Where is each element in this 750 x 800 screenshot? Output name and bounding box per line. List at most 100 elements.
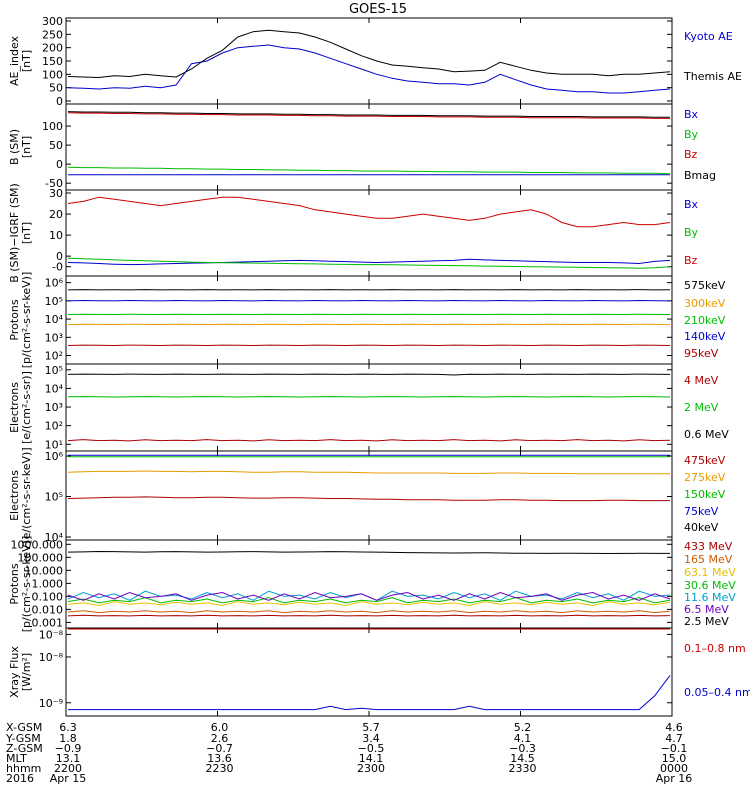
y-axis-label: B (SM): [8, 129, 21, 165]
legend-entry: 140keV: [684, 330, 726, 343]
legend-entry: 575keV: [684, 279, 726, 292]
y-tick-label: 50: [49, 139, 63, 152]
x-axis-row-value: 0000: [660, 762, 688, 775]
panel-3: -00 10 20 30 B (SM)−IGRF (SM) [nT] Bx By Bz: [8, 183, 699, 283]
y-tick-label: 10²: [45, 420, 63, 433]
x-axis-row-label: X-GSM: [6, 721, 42, 734]
y-tick-label: 200: [42, 42, 63, 55]
y-tick-label: 0.010: [32, 603, 64, 616]
y-tick-label: 30: [49, 187, 63, 200]
legend-entry: 150keV: [684, 488, 726, 501]
legend-entry: 6.5 MeV: [684, 603, 729, 616]
y-tick-label: 10⁵: [45, 364, 63, 377]
y-axis-label: [W/m²]: [20, 653, 33, 691]
panel-frame: [65, 363, 673, 452]
y-tick-label: -0: [52, 261, 63, 274]
legend-entry: 210keV: [684, 314, 726, 327]
x-axis-row-value: 2200: [54, 762, 82, 775]
y-axis-label: [e/(cm²-s-sr-keV)]: [20, 447, 33, 543]
legend-entry: 30.6 MeV: [684, 579, 736, 592]
x-axis-row-label: 2016: [6, 772, 34, 785]
x-axis-ephemeris: X-GSM 6.3 6.0 5.7 5.2 4.6 Y-GSM 1.8 2.6 3.4 4.1 4.7…: [5, 721, 692, 785]
x-axis-row-value: 2230: [206, 762, 234, 775]
y-tick-label: 100: [42, 68, 63, 81]
y-tick-label: 20: [49, 208, 63, 221]
y-axis-label: [nT]: [20, 222, 33, 244]
y-axis-label: B (SM)−IGRF (SM): [8, 183, 21, 283]
x-axis-row-value: 13.1: [56, 752, 81, 765]
x-axis-row-value: 14.1: [359, 752, 384, 765]
legend-entry: Bx: [684, 198, 699, 211]
y-axis-label: Electrons: [8, 382, 21, 433]
y-tick-label: 10¹: [45, 438, 63, 451]
legend-entry: Kyoto AE: [684, 30, 733, 43]
y-tick-label: 10⁴: [45, 382, 64, 395]
y-tick-label: 10: [49, 229, 63, 242]
y-tick-label: 1000.000: [11, 538, 64, 551]
y-tick-label: 10⁴: [45, 313, 64, 326]
legend-entry: 95keV: [684, 347, 719, 360]
x-axis-row-value: 15.0: [662, 752, 687, 765]
legend-entry: 63.1 MeV: [684, 566, 736, 579]
y-axis-label: [p/(cm²-s-sr-keV)]: [20, 536, 33, 633]
x-axis-row-label: Z-GSM: [6, 742, 43, 755]
legend-entry: 275keV: [684, 471, 726, 484]
x-axis-row-label: MLT: [6, 752, 27, 765]
legend-entry: Themis AE: [683, 70, 742, 83]
series-line-11-6-mev: [67, 590, 671, 601]
series-line-by: [67, 166, 671, 175]
x-axis-row-value: −0.9: [55, 742, 82, 755]
legend-entry: Bx: [684, 108, 699, 121]
legend-entry: 0.05–0.4 nm: [684, 686, 750, 699]
y-axis-label: Electrons: [8, 470, 21, 521]
panel-6: 10⁴ 10⁵ 10⁶ Electrons [e/(cm²-s-sr-keV)] 475k…: [8, 447, 726, 544]
legend-entry: Bz: [684, 254, 698, 267]
legend-entry: 165 MeV: [684, 553, 733, 566]
y-tick-label: 0: [56, 158, 63, 171]
legend-entry: 0.6 MeV: [684, 428, 729, 441]
series-line-4-mev: [67, 439, 671, 442]
x-axis-row-value: 1.8: [59, 732, 77, 745]
y-tick-label: 150: [42, 55, 63, 68]
x-axis-row-value: 4.1: [514, 732, 532, 745]
series-line-0-05-0-4-nm: [68, 675, 671, 711]
series-line-kyoto-ae: [67, 44, 671, 94]
x-axis-row-value: 2.6: [211, 732, 229, 745]
x-axis-row-value: 4.7: [665, 732, 683, 745]
legend-entry: 75keV: [684, 505, 719, 518]
x-axis-row-value: 14.5: [510, 752, 535, 765]
y-axis-label: Protons: [8, 563, 21, 604]
x-axis-row-value: −0.3: [509, 742, 536, 755]
series-line-433-mev: [67, 614, 671, 617]
y-axis-label: [nT]: [20, 136, 33, 158]
legend-entry: 0.1–0.8 nm: [684, 642, 746, 655]
legend-entry: 475keV: [684, 454, 726, 467]
y-tick-label: 10⁻⁹: [39, 697, 63, 710]
x-axis-row-value: 4.6: [665, 721, 683, 734]
panel-frame: [65, 450, 673, 541]
y-tick-label: 10⁶: [45, 277, 64, 290]
legend-entry: Bz: [684, 148, 698, 161]
y-axis-label: [p/(cm²-s-sr-keV)]: [20, 272, 33, 369]
series-line-bz: [67, 196, 671, 228]
y-tick-label: 100.000: [18, 551, 64, 564]
legend-entry: 40keV: [684, 521, 719, 534]
panel-frame: [65, 189, 673, 277]
y-tick-label: 10⁶: [45, 450, 64, 463]
x-axis-row-value: Apr 15: [50, 772, 87, 785]
legend-entry: By: [684, 226, 699, 239]
panel-7: 0.0010.0100.1001.00010.000100.0001000.00…: [8, 536, 736, 633]
panel-5: 10¹ 10² 10³ 10⁴ 10⁵ Electrons [e/(cm²-s-sr)] 4 …: [8, 363, 729, 452]
x-axis-row-value: 5.7: [362, 721, 380, 734]
x-axis-row-value: 2330: [509, 762, 537, 775]
y-axis-label: [e/(cm²-s-sr)]: [20, 371, 33, 444]
y-tick-label: 10⁴: [45, 531, 64, 544]
x-axis-row-label: hhmm: [6, 762, 41, 775]
y-tick-label: 0: [56, 250, 63, 263]
y-tick-label: 1.000: [32, 577, 64, 590]
legend-entry: 4 MeV: [684, 374, 719, 387]
y-tick-label: 10²: [45, 350, 63, 363]
